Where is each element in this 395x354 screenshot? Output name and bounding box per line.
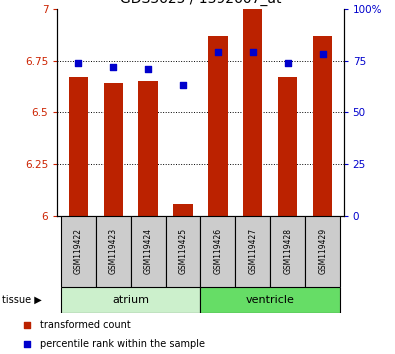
Text: GSM119425: GSM119425 — [179, 228, 188, 274]
Point — [75, 60, 81, 65]
Bar — [305, 216, 340, 287]
Point — [180, 82, 186, 88]
Bar — [61, 287, 201, 313]
Point — [285, 60, 291, 65]
Bar — [270, 216, 305, 287]
Bar — [69, 77, 88, 216]
Bar — [201, 216, 235, 287]
Bar — [243, 9, 262, 216]
Bar — [131, 216, 166, 287]
Point — [24, 322, 30, 328]
Text: GSM119428: GSM119428 — [283, 228, 292, 274]
Text: GSM119423: GSM119423 — [109, 228, 118, 274]
Text: transformed count: transformed count — [40, 320, 130, 331]
Bar — [61, 216, 96, 287]
Bar — [166, 216, 201, 287]
Text: GSM119422: GSM119422 — [74, 228, 83, 274]
Text: GSM119426: GSM119426 — [213, 228, 222, 274]
Bar — [208, 36, 228, 216]
Bar — [313, 36, 332, 216]
Text: ventricle: ventricle — [246, 295, 295, 305]
Bar — [103, 84, 123, 216]
Title: GDS3625 / 1392607_at: GDS3625 / 1392607_at — [120, 0, 281, 6]
Point — [215, 50, 221, 55]
Text: tissue ▶: tissue ▶ — [2, 295, 42, 305]
Text: percentile rank within the sample: percentile rank within the sample — [40, 339, 205, 349]
Text: atrium: atrium — [112, 295, 149, 305]
Bar — [96, 216, 131, 287]
Point — [250, 50, 256, 55]
Text: GSM119429: GSM119429 — [318, 228, 327, 274]
Bar — [235, 216, 270, 287]
Text: GSM119424: GSM119424 — [143, 228, 152, 274]
Point — [145, 66, 151, 72]
Bar — [139, 81, 158, 216]
Text: GSM119427: GSM119427 — [248, 228, 258, 274]
Bar — [201, 287, 340, 313]
Bar — [173, 204, 193, 216]
Point — [320, 52, 326, 57]
Bar — [278, 77, 297, 216]
Point — [110, 64, 116, 70]
Point — [24, 341, 30, 347]
